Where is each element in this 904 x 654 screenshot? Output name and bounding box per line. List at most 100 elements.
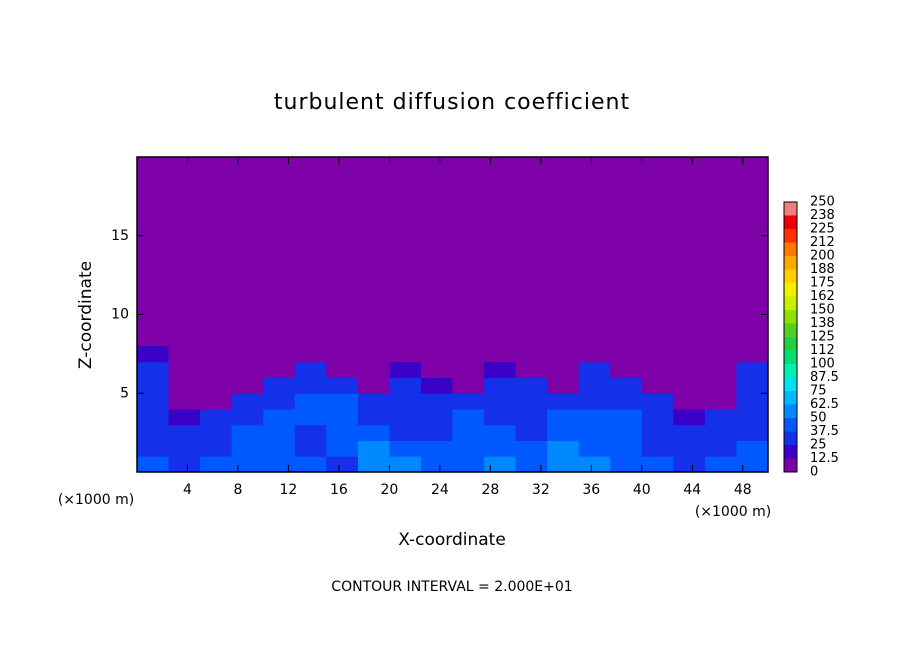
field-cell — [484, 346, 517, 363]
field-cell — [263, 346, 296, 363]
field-cell — [704, 424, 737, 441]
field-cell — [736, 424, 769, 441]
y-tick-label: 15 — [111, 228, 129, 244]
x-tick-label: 32 — [532, 482, 550, 498]
field-cell — [357, 440, 390, 457]
field-cell — [547, 346, 580, 363]
field-cell — [137, 440, 170, 457]
colorbar-label: 87.5 — [810, 370, 839, 385]
field-cell — [231, 393, 264, 410]
field-cell — [736, 361, 769, 378]
x-tick-label: 40 — [633, 482, 651, 498]
field-cell — [294, 361, 327, 378]
colorbar-swatch — [784, 202, 797, 216]
field-cell — [704, 393, 737, 410]
field-cell — [641, 409, 674, 426]
field-cell — [673, 456, 706, 473]
field-cell — [704, 409, 737, 426]
field-cell — [515, 377, 548, 394]
field-cell — [263, 377, 296, 394]
field-cell — [641, 456, 674, 473]
field-cell — [357, 361, 390, 378]
field-cell — [452, 409, 485, 426]
colorbar-label: 188 — [810, 262, 835, 277]
field-cell — [515, 440, 548, 457]
field-cell — [294, 440, 327, 457]
field-cell — [389, 393, 422, 410]
colorbar-label: 175 — [810, 276, 835, 291]
field-cell — [578, 393, 611, 410]
field-cell — [610, 377, 643, 394]
field-cell — [420, 377, 453, 394]
field-cell — [200, 377, 233, 394]
field-cell — [641, 361, 674, 378]
field-cell — [736, 440, 769, 457]
colorbar-swatch — [784, 377, 797, 391]
field-cell — [515, 393, 548, 410]
field-cell — [168, 424, 201, 441]
field-cell — [389, 377, 422, 394]
colorbar-label: 162 — [810, 289, 835, 304]
field-cell — [168, 409, 201, 426]
colorbar-swatch — [784, 269, 797, 283]
field-cell — [452, 424, 485, 441]
colorbar-label: 100 — [810, 357, 835, 372]
field-cell — [547, 361, 580, 378]
field-cell — [736, 393, 769, 410]
field-cell — [326, 456, 359, 473]
field-cell — [389, 346, 422, 363]
field-cell — [389, 361, 422, 378]
field-cell — [673, 377, 706, 394]
field-cell — [641, 346, 674, 363]
field-cell — [736, 377, 769, 394]
field-cell — [168, 377, 201, 394]
x-tick-label: 16 — [330, 482, 348, 498]
y-tick-label: 5 — [120, 385, 129, 401]
field-cell — [610, 361, 643, 378]
x-tick-label: 4 — [183, 482, 192, 498]
colorbar-swatch — [784, 350, 797, 364]
field-cell — [641, 393, 674, 410]
field-cell — [200, 361, 233, 378]
field-cell — [420, 346, 453, 363]
field-cell — [200, 424, 233, 441]
field-cell — [231, 424, 264, 441]
field-cell — [484, 409, 517, 426]
field-cell — [263, 456, 296, 473]
field-cell — [704, 456, 737, 473]
field-cell — [515, 361, 548, 378]
y-tick-label: 10 — [111, 307, 129, 323]
colorbar-label: 0 — [810, 465, 818, 480]
field-cell — [736, 456, 769, 473]
field-cell — [137, 456, 170, 473]
field-cell — [578, 377, 611, 394]
x-tick-label: 36 — [582, 482, 600, 498]
field-cell — [294, 456, 327, 473]
colorbar-label: 200 — [810, 249, 835, 264]
colorbar-label: 125 — [810, 330, 835, 345]
field-cell — [200, 456, 233, 473]
field-cell — [137, 393, 170, 410]
colorbar-swatch — [784, 323, 797, 337]
field-cell — [137, 377, 170, 394]
field-cell — [736, 346, 769, 363]
y-axis-label: Z-coordinate — [76, 261, 96, 369]
colorbar-swatch — [784, 337, 797, 351]
field-cell — [515, 456, 548, 473]
field-cell — [231, 409, 264, 426]
field-cell — [578, 456, 611, 473]
colorbar-swatch — [784, 364, 797, 378]
field-cell — [357, 377, 390, 394]
field-cell — [610, 424, 643, 441]
x-axis-label: X-coordinate — [398, 530, 506, 550]
colorbar-label: 75 — [810, 384, 827, 399]
field-cell — [704, 361, 737, 378]
field-cell — [578, 409, 611, 426]
colorbar-label: 25 — [810, 438, 827, 453]
field-cell — [547, 393, 580, 410]
field-cell — [231, 377, 264, 394]
field-cell — [420, 424, 453, 441]
field-cell — [294, 409, 327, 426]
field-cell — [673, 424, 706, 441]
field-cell — [484, 377, 517, 394]
